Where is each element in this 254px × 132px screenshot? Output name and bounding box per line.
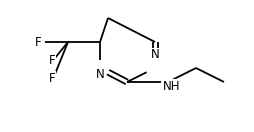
Text: F: F: [49, 72, 55, 84]
Text: N: N: [96, 69, 104, 81]
Text: F: F: [49, 53, 55, 67]
Text: F: F: [35, 36, 41, 48]
Text: NH: NH: [163, 79, 181, 93]
Text: N: N: [151, 48, 159, 62]
